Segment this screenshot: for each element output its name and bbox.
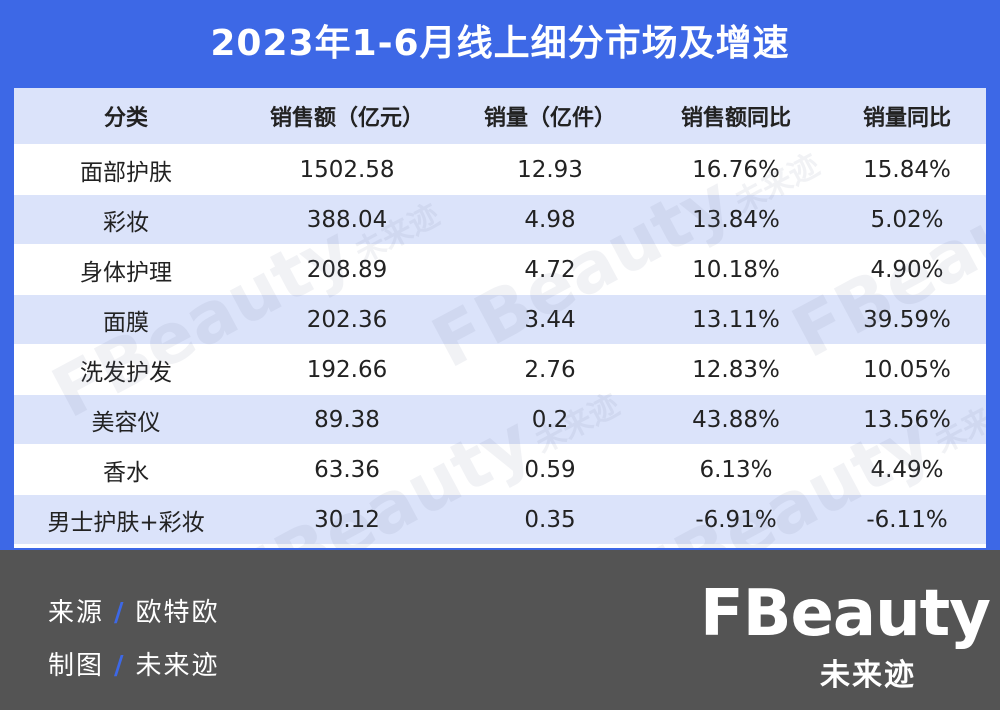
cell-volume: 0.59 <box>456 444 644 495</box>
table-row: 彩妆 388.04 4.98 13.84% 5.02% <box>14 194 986 245</box>
table-row: 洗发护发 192.66 2.76 12.83% 10.05% <box>14 344 986 395</box>
table-frame: 分类 销售额（亿元） 销量（亿件） 销售额同比 销量同比 面部护肤 1502.5… <box>0 80 1000 550</box>
logo-word: FBeauty <box>700 577 991 651</box>
table-row: 面膜 202.36 3.44 13.11% 39.59% <box>14 294 986 345</box>
cell-volume-yoy: 10.05% <box>828 344 986 395</box>
cell-category: 身体护理 <box>14 244 238 295</box>
cell-sales: 1502.58 <box>238 144 456 195</box>
maker-value: 未来迹 <box>135 651 220 681</box>
cell-volume: 4.72 <box>456 244 644 295</box>
table-row: 身体护理 208.89 4.72 10.18% 4.90% <box>14 244 986 295</box>
cell-volume-yoy: 4.49% <box>828 444 986 495</box>
cell-sales-yoy: 43.88% <box>644 394 828 445</box>
header-sales-yoy: 销售额同比 <box>644 88 828 145</box>
cell-category: 面部护肤 <box>14 144 238 195</box>
table-row: 面部护肤 1502.58 12.93 16.76% 15.84% <box>14 144 986 195</box>
data-table: 分类 销售额（亿元） 销量（亿件） 销售额同比 销量同比 面部护肤 1502.5… <box>14 88 986 544</box>
footer: 来源 / 欧特欧 制图 / 未来迹 FBeauty 未来迹 <box>0 550 1000 710</box>
cell-volume: 0.35 <box>456 494 644 544</box>
fbeauty-logo: FBeauty 未来迹 <box>700 582 991 693</box>
cell-sales-yoy: 10.18% <box>644 244 828 295</box>
source-credit: 来源 / 欧特欧 <box>48 592 220 629</box>
cell-sales: 192.66 <box>238 344 456 395</box>
cell-category: 洗发护发 <box>14 344 238 395</box>
cell-volume-yoy: -6.11% <box>828 494 986 544</box>
header-sales: 销售额（亿元） <box>238 88 456 145</box>
header-category: 分类 <box>14 88 238 145</box>
cell-volume-yoy: 39.59% <box>828 294 986 345</box>
cell-sales: 89.38 <box>238 394 456 445</box>
cell-sales: 30.12 <box>238 494 456 544</box>
cell-category: 美容仪 <box>14 394 238 445</box>
table-area: 分类 销售额（亿元） 销量（亿件） 销售额同比 销量同比 面部护肤 1502.5… <box>14 88 986 548</box>
cell-volume: 12.93 <box>456 144 644 195</box>
cell-sales-yoy: 13.11% <box>644 294 828 345</box>
header-volume: 销量（亿件） <box>456 88 644 145</box>
cell-sales: 208.89 <box>238 244 456 295</box>
separator: / <box>114 651 126 681</box>
logo-sub: 未来迹 <box>820 658 916 693</box>
table-row: 美容仪 89.38 0.2 43.88% 13.56% <box>14 394 986 445</box>
cell-volume: 2.76 <box>456 344 644 395</box>
header-volume-yoy: 销量同比 <box>828 88 986 145</box>
cell-volume: 3.44 <box>456 294 644 345</box>
title-bar: 2023年1-6月线上细分市场及增速 <box>0 0 1000 80</box>
cell-category: 男士护肤+彩妆 <box>14 494 238 544</box>
cell-category: 香水 <box>14 444 238 495</box>
cell-sales: 388.04 <box>238 194 456 245</box>
cell-volume-yoy: 5.02% <box>828 194 986 245</box>
header-row: 分类 销售额（亿元） 销量（亿件） 销售额同比 销量同比 <box>14 88 986 145</box>
cell-sales-yoy: 12.83% <box>644 344 828 395</box>
maker-credit: 制图 / 未来迹 <box>48 645 220 682</box>
cell-volume-yoy: 13.56% <box>828 394 986 445</box>
cell-category: 彩妆 <box>14 194 238 245</box>
cell-volume-yoy: 4.90% <box>828 244 986 295</box>
cell-sales: 63.36 <box>238 444 456 495</box>
cell-volume-yoy: 15.84% <box>828 144 986 195</box>
cell-category: 面膜 <box>14 294 238 345</box>
page-title: 2023年1-6月线上细分市场及增速 <box>210 23 790 64</box>
table-row: 男士护肤+彩妆 30.12 0.35 -6.91% -6.11% <box>14 494 986 544</box>
cell-sales-yoy: 16.76% <box>644 144 828 195</box>
cell-sales: 202.36 <box>238 294 456 345</box>
cell-sales-yoy: -6.91% <box>644 494 828 544</box>
maker-label: 制图 <box>48 651 105 681</box>
source-label: 来源 <box>48 598 105 628</box>
cell-sales-yoy: 6.13% <box>644 444 828 495</box>
separator: / <box>114 598 126 628</box>
cell-volume: 4.98 <box>456 194 644 245</box>
cell-volume: 0.2 <box>456 394 644 445</box>
source-value: 欧特欧 <box>135 598 220 628</box>
cell-sales-yoy: 13.84% <box>644 194 828 245</box>
table-row: 香水 63.36 0.59 6.13% 4.49% <box>14 444 986 495</box>
